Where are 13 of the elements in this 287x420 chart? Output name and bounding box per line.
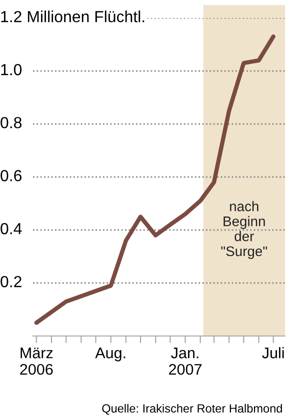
y-tick-label: 0.4 — [0, 222, 22, 234]
x-tick-label: Jan. 2007 — [169, 348, 202, 375]
y-tick-label: 0.6 — [0, 170, 22, 182]
y-tick-label: 0.2 — [0, 276, 22, 288]
y-tick-label: 0.8 — [0, 116, 22, 128]
y-tick-label: 1.2 Millionen Flüchtl. — [1, 10, 144, 22]
x-tick-label: März 2006 — [20, 348, 53, 375]
y-tick-label: 1.0 — [1, 64, 22, 76]
source-note: Quelle: Irakischer Roter Halbmond — [102, 404, 282, 415]
band-label: nach Beginn der "Surge" — [221, 201, 268, 259]
x-tick-label: Aug. — [95, 348, 126, 362]
x-tick-label: Juli — [262, 347, 284, 358]
line-series — [34, 34, 276, 325]
